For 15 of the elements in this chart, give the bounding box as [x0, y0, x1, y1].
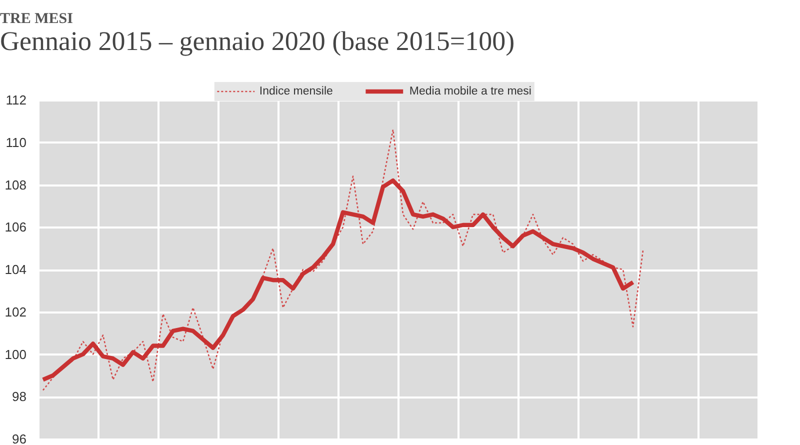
y-tick-label: 100 [4, 346, 26, 362]
chart-title: TRE MESI [0, 11, 74, 27]
y-tick-label: 98 [12, 389, 26, 404]
y-tick-label: 102 [4, 304, 26, 320]
y-tick-label: 104 [4, 262, 26, 277]
legend-label: Media mobile a tre mesi [409, 86, 532, 98]
y-tick-label: 108 [4, 177, 26, 192]
line-series [40, 178, 636, 382]
y-tick-label: 96 [12, 432, 26, 445]
y-tick-label: 112 [6, 92, 26, 108]
line-series [42, 129, 644, 391]
y-tick-label: 106 [4, 220, 26, 235]
y-tick-label: 110 [6, 134, 26, 150]
legend-label: Indice mensile [259, 86, 333, 98]
chart-subtitle: Gennaio 2015 – gennaio 2020 (base 2015=100) [0, 26, 515, 56]
